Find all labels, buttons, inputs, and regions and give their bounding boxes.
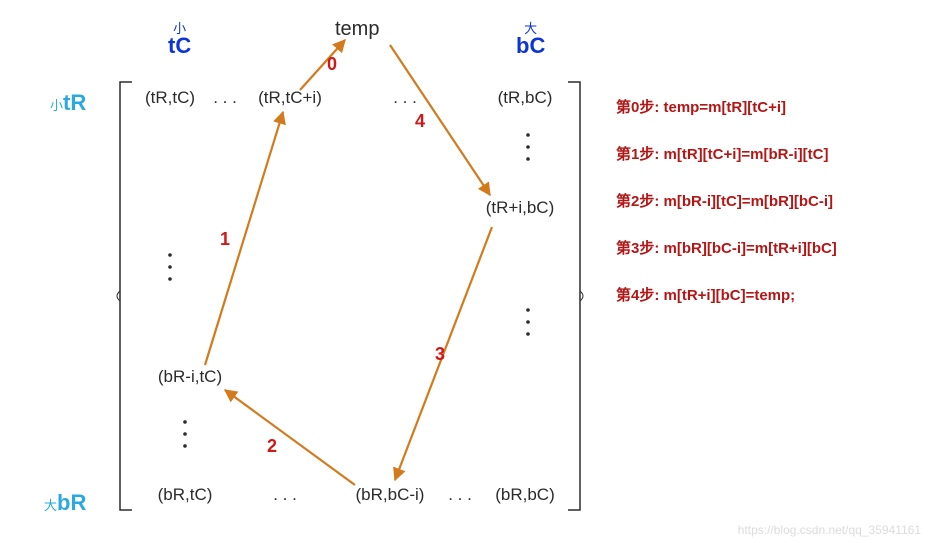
step-1: 第1步: m[tR][tC+i]=m[bR-i][tC] bbox=[616, 143, 837, 164]
watermark: https://blog.csdn.net/qq_35941161 bbox=[738, 523, 921, 537]
row-tR-annot: 小tR bbox=[50, 90, 86, 116]
svg-text:(tR,bC): (tR,bC) bbox=[498, 88, 553, 107]
svg-text:(bR,tC): (bR,tC) bbox=[158, 485, 213, 504]
col-tC: 小 tC bbox=[168, 22, 191, 57]
svg-text:(bR,bC-i): (bR,bC-i) bbox=[356, 485, 425, 504]
svg-text:(tR,tC+i): (tR,tC+i) bbox=[258, 88, 322, 107]
svg-text:3: 3 bbox=[435, 344, 445, 364]
svg-text:(tR,tC): (tR,tC) bbox=[145, 88, 195, 107]
step-4: 第4步: m[tR+i][bC]=temp; bbox=[616, 284, 837, 305]
svg-text:. . .: . . . bbox=[213, 88, 237, 107]
svg-text:1: 1 bbox=[220, 229, 230, 249]
svg-text:(bR-i,tC): (bR-i,tC) bbox=[158, 367, 222, 386]
svg-text:4: 4 bbox=[415, 111, 425, 131]
svg-text:2: 2 bbox=[267, 436, 277, 456]
svg-text:. . .: . . . bbox=[393, 88, 417, 107]
step-2: 第2步: m[bR-i][tC]=m[bR][bC-i] bbox=[616, 190, 837, 211]
svg-text:(tR+i,bC): (tR+i,bC) bbox=[486, 198, 554, 217]
row-bR-annot: 大bR bbox=[44, 490, 86, 516]
svg-text:. . .: . . . bbox=[448, 485, 472, 504]
svg-text:. . .: . . . bbox=[273, 485, 297, 504]
step-0: 第0步: temp=m[tR][tC+i] bbox=[616, 96, 837, 117]
step-3: 第3步: m[bR][bC-i]=m[tR+i][bC] bbox=[616, 237, 837, 258]
svg-text:0: 0 bbox=[327, 54, 337, 74]
temp-label: temp bbox=[335, 18, 379, 41]
steps-list: 第0步: temp=m[tR][tC+i] 第1步: m[tR][tC+i]=m… bbox=[616, 96, 837, 331]
svg-text:(bR,bC): (bR,bC) bbox=[495, 485, 555, 504]
col-bC: 大 bC bbox=[516, 22, 545, 57]
